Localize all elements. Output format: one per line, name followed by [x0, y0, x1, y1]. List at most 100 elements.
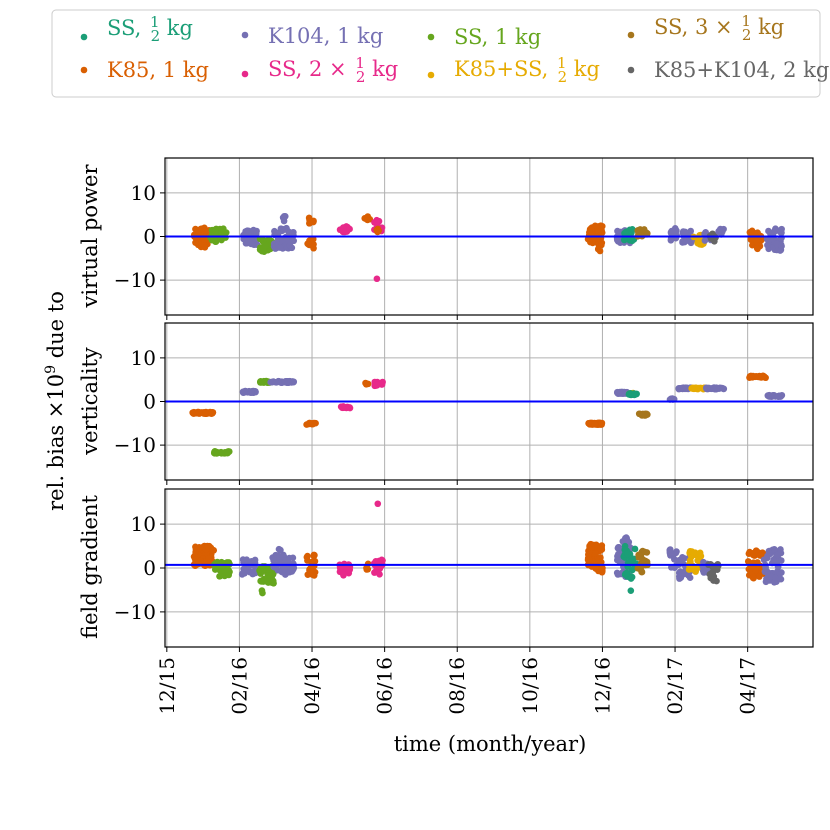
legend-label-k104: K104, 1 kg	[268, 24, 383, 48]
point-vp-k85-248	[364, 216, 371, 224]
x-tick-label-5: 10/16	[518, 657, 542, 715]
point-fg-k85_ss_half-549	[687, 558, 694, 565]
ytick-label-vp-2: 10	[131, 181, 156, 205]
point-vp-ss_1-94	[218, 229, 226, 237]
point-fg-ss_half-458	[627, 575, 635, 582]
point-vert-k85_ss_half-365	[692, 385, 700, 392]
point-fg-ss_1-155	[258, 578, 265, 585]
ylabel-shared: rel. bias ×109 due to	[43, 291, 68, 511]
point-fg-k85-69	[192, 558, 199, 566]
point-fg-k104-663	[763, 575, 770, 583]
point-fg-k85_k104-583	[706, 570, 714, 578]
point-vp-k104-561	[771, 226, 779, 234]
frame-vert	[164, 322, 814, 481]
point-fg-ss_2x_half-267	[345, 566, 352, 574]
point-vp-k104-203	[277, 225, 285, 232]
point-vp-k85-264	[375, 227, 382, 234]
panel-field-gradient: −10 0 10	[114, 488, 814, 652]
point-fg-ss_1-171	[259, 589, 266, 597]
point-vp-k104-563	[777, 229, 784, 236]
point-fg-ss_half-453	[629, 566, 636, 574]
point-fg-k85-68	[204, 542, 211, 550]
point-vp-k85_k104-486	[712, 234, 719, 241]
point-fg-k85-246	[310, 552, 318, 560]
point-fg-k104-134	[241, 565, 249, 573]
point-fg-k104-220	[280, 565, 288, 573]
point-fg-k85-248	[307, 567, 315, 574]
point-fg-k104-223	[277, 546, 284, 554]
point-fg-k104-132	[248, 558, 255, 565]
point-vp-k85-54	[195, 227, 203, 234]
ylabel-field-gradient: field gradient	[78, 495, 102, 639]
point-vp-k85-527	[753, 245, 761, 252]
point-vert-k104-150	[269, 378, 277, 386]
point-vp-k85_ss_half-464	[694, 239, 701, 247]
legend-marker-ss-half	[80, 33, 88, 41]
point-fg-ss_half-457	[624, 550, 631, 558]
point-vp-k104-445	[681, 228, 689, 236]
point-vert-k104-340	[677, 384, 685, 392]
legend-entry-k104: K104, 1 kg	[241, 24, 383, 48]
x-axis-label: time (month/year)	[394, 732, 587, 756]
point-fg-ss_1-104	[221, 567, 229, 574]
x-tick-label-6: 12/16	[590, 657, 614, 715]
ytick-label-vp-1: 0	[143, 225, 156, 249]
legend-entry-k85: K85, 1 kg	[80, 58, 209, 82]
x-tick-label-0: 12/15	[155, 657, 179, 715]
point-vp-ss_2x_half-258	[373, 218, 380, 226]
legend-marker-ss-1	[427, 33, 435, 41]
point-vp-ss_half-393	[621, 230, 629, 237]
point-vert-k104-392	[712, 384, 720, 391]
point-vert-k104-94	[247, 388, 255, 396]
point-vert-k85-248	[585, 420, 593, 427]
point-fg-k85-66	[193, 545, 200, 553]
x-tick-label-2: 04/16	[300, 657, 324, 715]
point-vert-k104-273	[615, 389, 623, 396]
point-vp-k104-117	[247, 240, 255, 248]
point-fg-k104-523	[677, 572, 685, 579]
legend-label-k85: K85, 1 kg	[107, 58, 209, 82]
point-fg-k104-676	[771, 574, 779, 582]
point-fg-k85-629	[752, 567, 759, 574]
point-fg-k104-492	[673, 548, 680, 555]
panel-virtual-power: −10 0 10	[114, 157, 814, 320]
point-fg-k85-367	[599, 564, 606, 572]
point-vp-k85-52	[192, 239, 199, 246]
point-fg-ss_3x_half-482	[643, 549, 651, 556]
point-vert-k104-151	[290, 378, 297, 386]
ytick-label-fg-2: 10	[131, 512, 156, 536]
point-fg-ss_1-100	[216, 572, 224, 580]
point-vp-k104-123	[242, 240, 250, 247]
point-fg-k104-668	[764, 552, 771, 560]
panel-verticality: −10 0 10	[114, 322, 814, 485]
point-vp-k104-210	[281, 213, 289, 220]
point-fg-k104-411	[614, 544, 622, 552]
point-fg-k85-612	[756, 573, 763, 580]
ylabel-verticality: verticality	[78, 347, 102, 456]
point-vp-k85-222	[305, 241, 313, 248]
x-tick-label-3: 06/16	[373, 657, 397, 715]
point-fg-ss_3x_half-484	[637, 567, 645, 574]
legend-marker-k85-ss-half	[427, 71, 435, 79]
legend-marker-ss-3x-half	[627, 31, 635, 39]
point-fg-ss_half-459	[627, 587, 635, 594]
point-vert-k85-247	[591, 420, 598, 428]
point-fg-k85-626	[752, 547, 760, 554]
point-vp-ss_half-391	[628, 237, 636, 245]
point-vert-k104-154	[281, 378, 288, 386]
point-fg-k104-677	[764, 568, 771, 576]
point-fg-k85-272	[363, 564, 370, 572]
point-vp-k104-200	[286, 242, 294, 249]
point-fg-k85_ss_half-554	[689, 565, 696, 573]
point-vp-ss_half-386	[629, 225, 636, 233]
point-fg-ss_1-103	[211, 566, 219, 573]
x-tick-label-4: 08/16	[445, 657, 469, 715]
point-vert-k85-245	[598, 419, 606, 427]
frame-fg	[164, 488, 814, 648]
point-fg-ss_half-429	[631, 545, 639, 553]
